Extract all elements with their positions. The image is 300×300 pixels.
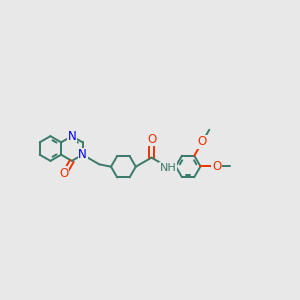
Text: O: O <box>59 167 69 180</box>
Text: O: O <box>147 133 156 146</box>
Text: O: O <box>212 160 221 173</box>
Text: O: O <box>198 135 207 148</box>
Text: N: N <box>78 148 87 161</box>
Text: N: N <box>68 130 76 142</box>
Text: NH: NH <box>160 163 177 173</box>
